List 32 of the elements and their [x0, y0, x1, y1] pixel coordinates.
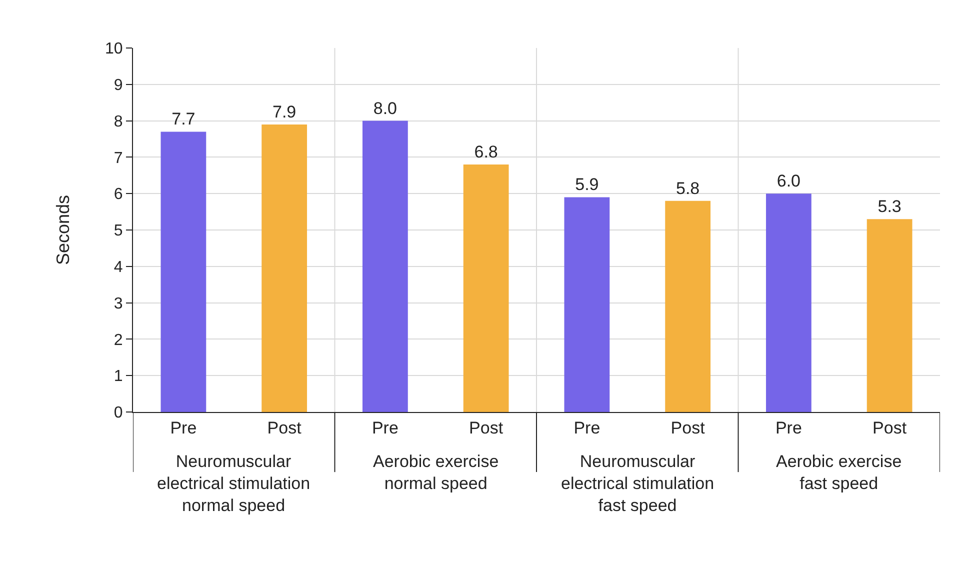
text: Neuromuscular electrical stimulation normal speed	[157, 452, 310, 516]
y-tick-label: 2	[114, 332, 123, 349]
y-axis-title: Seconds	[53, 194, 74, 266]
x-tick-label: Post	[872, 418, 907, 438]
x-tick-label: Pre	[775, 418, 802, 438]
x-tick-label: Pre	[170, 418, 197, 438]
y-tick-label: 0	[114, 404, 123, 422]
x-tick-label: Post	[469, 418, 504, 438]
y-tick-label: 9	[114, 77, 123, 94]
y-tick-label: 3	[114, 295, 123, 312]
y-tick-label: 6	[114, 186, 123, 204]
x-tick-label: Post	[267, 418, 302, 438]
data-label: 5.3	[878, 197, 902, 216]
data-label: 8.0	[373, 98, 398, 118]
data-label: 5.8	[676, 178, 700, 198]
x-tick-label: Pre	[372, 418, 398, 438]
y-tick-label: 1	[114, 368, 123, 386]
text: Neuromuscular electrical stimulation fast speed	[561, 452, 714, 516]
data-label: 6.8	[474, 142, 498, 162]
y-tick-label: 8	[114, 113, 123, 130]
text: Aerobic exercise normal speed	[373, 452, 499, 494]
data-label: 7.9	[272, 102, 296, 122]
y-tick-label: 10	[105, 40, 123, 58]
data-label: 5.9	[575, 175, 599, 194]
y-tick-label: 5	[114, 222, 123, 240]
x-tick-label: Pre	[574, 418, 600, 438]
text: Aerobic exercise fast speed	[776, 452, 902, 494]
y-tick-label: 4	[114, 259, 123, 276]
y-tick-label: 7	[114, 150, 123, 167]
x-tick-label: Post	[670, 418, 706, 438]
data-label: 6.0	[776, 172, 801, 191]
data-label: 7.7	[172, 110, 196, 129]
